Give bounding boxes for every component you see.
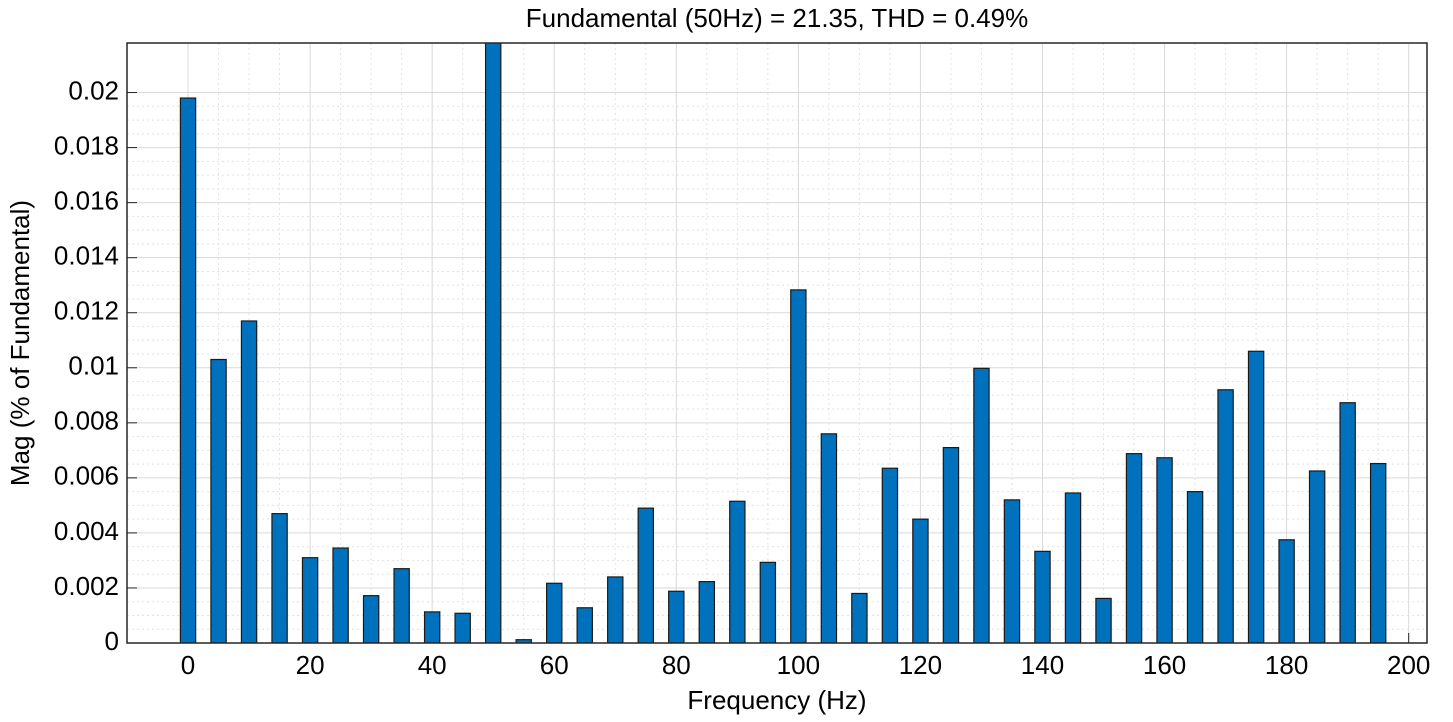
bar [515, 639, 532, 643]
y-tick-label: 0.018 [54, 130, 119, 160]
bar [1095, 597, 1112, 643]
bar [881, 467, 899, 643]
bar [668, 590, 685, 643]
y-tick-label: 0.006 [54, 461, 119, 491]
bar [1064, 492, 1082, 643]
x-tick-label: 120 [899, 650, 942, 680]
bar [271, 513, 288, 643]
x-tick-label: 0 [181, 650, 195, 680]
bar [210, 358, 227, 643]
bar [698, 581, 716, 643]
bar [790, 289, 807, 643]
y-tick-label: 0 [105, 626, 119, 656]
y-tick-label: 0.004 [54, 516, 119, 546]
x-tick-label: 180 [1265, 650, 1308, 680]
y-tick-label: 0.012 [54, 296, 119, 326]
bar [1186, 491, 1204, 643]
bar [1369, 462, 1387, 643]
bar [1003, 499, 1021, 643]
bar [759, 561, 777, 643]
bar [393, 568, 410, 643]
x-tick-label: 80 [662, 650, 691, 680]
bar [637, 507, 655, 643]
axes-box [126, 42, 1428, 644]
bar [454, 612, 471, 643]
x-tick-label: 140 [1021, 650, 1064, 680]
y-tick-label: 0.002 [54, 571, 119, 601]
bar [576, 607, 593, 643]
chart-title: Fundamental (50Hz) = 21.35, THD = 0.49% [526, 3, 1028, 33]
bar [851, 592, 868, 643]
bar [607, 576, 624, 643]
y-axis-label: Mag (% of Fundamental) [5, 200, 35, 486]
bar [423, 611, 441, 643]
bar [1247, 350, 1265, 643]
bar [1217, 389, 1234, 643]
y-tick-label: 0.02 [68, 75, 119, 105]
bar [1308, 470, 1326, 643]
y-tick-label: 0.008 [54, 406, 119, 436]
y-tick-label: 0.016 [54, 186, 119, 216]
bar [1339, 402, 1356, 643]
x-axis-label: Frequency (Hz) [687, 685, 866, 715]
bar [973, 367, 990, 643]
bar [1125, 453, 1143, 643]
bar [362, 595, 380, 643]
bar [820, 433, 838, 643]
x-tick-label: 200 [1387, 650, 1430, 680]
bar [179, 97, 197, 643]
bar [942, 446, 960, 643]
bar [240, 320, 258, 643]
y-tick-label: 0.01 [68, 351, 119, 381]
y-tick-label: 0.014 [54, 241, 119, 271]
x-tick-label: 40 [418, 650, 447, 680]
x-tick-label: 20 [296, 650, 325, 680]
bar [729, 500, 746, 643]
bar [1278, 539, 1295, 643]
x-tick-label: 160 [1143, 650, 1186, 680]
bar [546, 582, 563, 643]
bar [1156, 457, 1173, 643]
bar [484, 43, 502, 643]
bar [912, 518, 929, 643]
bar [1034, 550, 1051, 643]
bar [301, 557, 319, 643]
x-tick-label: 60 [540, 650, 569, 680]
plot-area [127, 43, 1427, 643]
bar [332, 547, 349, 643]
x-tick-label: 100 [777, 650, 820, 680]
